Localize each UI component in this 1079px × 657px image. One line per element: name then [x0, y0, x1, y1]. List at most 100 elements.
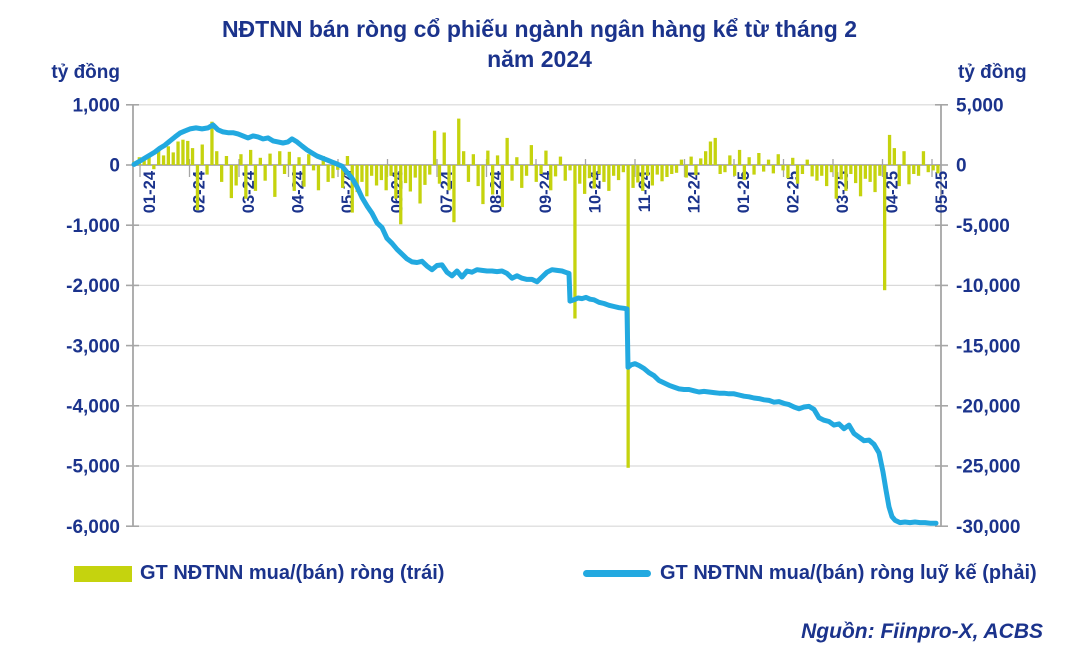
daily-bar	[486, 150, 490, 165]
left-axis-tick-label: 0	[109, 156, 120, 177]
daily-bar	[413, 165, 417, 178]
daily-bar	[699, 158, 703, 165]
daily-bar	[883, 165, 887, 291]
daily-bar	[292, 165, 296, 191]
source-caption: Nguồn: Fiinpro-X, ACBS	[801, 620, 1043, 643]
daily-bar	[253, 165, 258, 191]
daily-bar	[345, 156, 350, 165]
daily-bar	[674, 165, 679, 173]
daily-bar	[684, 165, 688, 178]
daily-bar	[573, 165, 577, 319]
daily-bar	[205, 165, 209, 175]
daily-bar	[781, 165, 785, 171]
daily-bar	[873, 165, 877, 193]
daily-bar	[190, 148, 195, 165]
daily-bar	[660, 165, 664, 182]
daily-bar	[800, 165, 805, 174]
daily-bar	[791, 157, 795, 165]
daily-bar	[476, 165, 480, 187]
chart-title-line2: năm 2024	[487, 46, 592, 72]
daily-bar	[786, 165, 790, 179]
daily-bar	[742, 165, 746, 181]
daily-bar	[210, 121, 214, 165]
chart-legend: GT NĐTNN mua/(bán) ròng (trái) GT NĐTNN …	[0, 556, 1079, 592]
legend-line-swatch	[583, 570, 651, 577]
daily-bar	[166, 146, 170, 165]
right-axis-tick-label: 5,000	[956, 95, 1004, 116]
daily-bar	[239, 154, 243, 165]
daily-bar	[331, 165, 335, 179]
daily-bar	[834, 165, 838, 199]
daily-bar	[302, 165, 306, 187]
daily-bar	[408, 165, 412, 192]
daily-bar	[825, 165, 829, 187]
daily-bar	[844, 165, 848, 191]
daily-bar	[829, 165, 834, 173]
daily-bar	[631, 165, 635, 188]
daily-bars-series	[132, 118, 940, 468]
daily-bar	[244, 165, 248, 199]
daily-bar	[723, 165, 727, 173]
daily-bar	[176, 141, 180, 165]
daily-bar	[747, 157, 751, 165]
daily-bar	[704, 151, 708, 165]
daily-bar	[795, 165, 800, 184]
daily-bar	[360, 165, 364, 182]
daily-bar	[568, 165, 572, 171]
daily-bar	[936, 165, 940, 174]
daily-bar	[336, 165, 340, 170]
daily-bar	[152, 165, 156, 170]
daily-bar	[365, 165, 369, 197]
daily-bar	[234, 165, 238, 186]
daily-bar	[326, 165, 330, 182]
daily-bar	[341, 165, 345, 188]
daily-bar	[612, 165, 616, 176]
right-axis-unit-label: tỷ đồng	[958, 62, 1027, 83]
daily-bar	[694, 165, 698, 176]
daily-bar	[592, 165, 596, 189]
daily-bar	[195, 165, 200, 211]
daily-bar	[607, 165, 611, 191]
daily-bar	[757, 153, 761, 165]
daily-bar	[641, 165, 645, 191]
daily-bar	[447, 165, 451, 191]
daily-bar	[524, 165, 529, 176]
daily-bar	[713, 137, 717, 165]
daily-bar	[249, 149, 253, 165]
daily-bar	[916, 165, 921, 176]
daily-bar	[432, 130, 437, 165]
daily-bar	[887, 134, 892, 165]
daily-bar	[820, 165, 824, 176]
daily-bar	[645, 165, 650, 176]
daily-bar	[268, 153, 272, 165]
daily-bar	[505, 137, 509, 165]
daily-bar	[350, 165, 354, 213]
daily-bar	[423, 165, 427, 185]
daily-bar	[311, 165, 316, 171]
daily-bar	[858, 165, 863, 197]
left-axis-tick-label: -5,000	[66, 457, 120, 478]
daily-bar	[442, 132, 446, 165]
daily-bar	[529, 145, 533, 165]
daily-bar	[549, 165, 553, 191]
daily-bar	[471, 154, 475, 165]
daily-bar	[708, 141, 713, 165]
daily-bar	[926, 165, 930, 173]
daily-bar	[500, 165, 504, 208]
daily-bar	[636, 165, 640, 183]
daily-bar	[171, 152, 175, 165]
daily-bar	[771, 165, 775, 174]
daily-bar	[912, 165, 916, 174]
daily-bar	[902, 151, 906, 165]
daily-bar	[849, 165, 853, 174]
daily-bar	[670, 165, 674, 174]
daily-bar	[597, 165, 601, 174]
daily-bar	[273, 165, 277, 197]
daily-bar	[892, 148, 896, 165]
daily-bar	[181, 139, 185, 165]
legend-bar-label: GT NĐTNN mua/(bán) ròng (trái)	[140, 562, 445, 584]
daily-bar	[520, 165, 524, 188]
daily-bar	[186, 140, 190, 165]
daily-bar	[897, 165, 901, 187]
